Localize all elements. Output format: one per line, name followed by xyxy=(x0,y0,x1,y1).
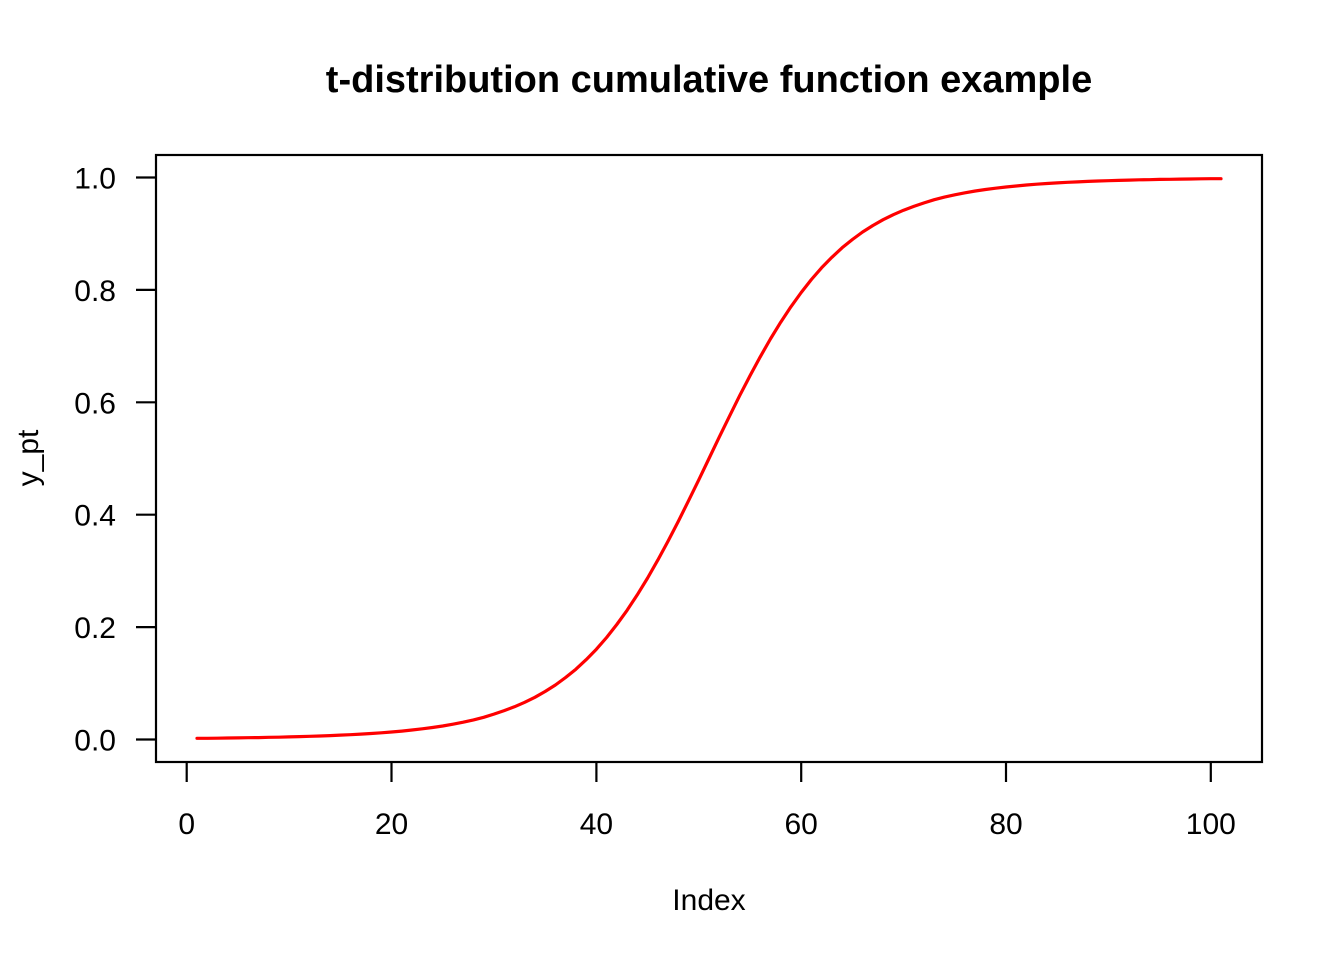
x-tick-label: 20 xyxy=(375,808,408,841)
y-axis-ticks: 0.0 0.2 0.4 0.6 0.8 1.0 xyxy=(74,163,156,758)
y-tick-label: 0.0 xyxy=(74,725,116,758)
x-tick-label: 80 xyxy=(989,808,1022,841)
x-tick-label: 60 xyxy=(785,808,818,841)
x-tick-label: 100 xyxy=(1186,808,1236,841)
y-tick-label: 0.4 xyxy=(74,500,116,533)
x-tick-label: 0 xyxy=(178,808,195,841)
y-tick-label: 0.6 xyxy=(74,387,116,420)
data-series-line xyxy=(195,177,1223,740)
x-axis-label: Index xyxy=(672,884,745,917)
x-tick-label: 40 xyxy=(580,808,613,841)
plot-box xyxy=(154,153,1264,764)
chart-title: t-distribution cumulative function examp… xyxy=(326,59,1092,101)
x-axis-ticks: 0 20 40 60 80 100 xyxy=(178,762,1236,841)
y-tick-label: 1.0 xyxy=(74,163,116,196)
y-tick-label: 0.2 xyxy=(74,612,116,645)
y-tick-label: 0.8 xyxy=(74,275,116,308)
y-axis-label: y_pt xyxy=(12,429,45,486)
